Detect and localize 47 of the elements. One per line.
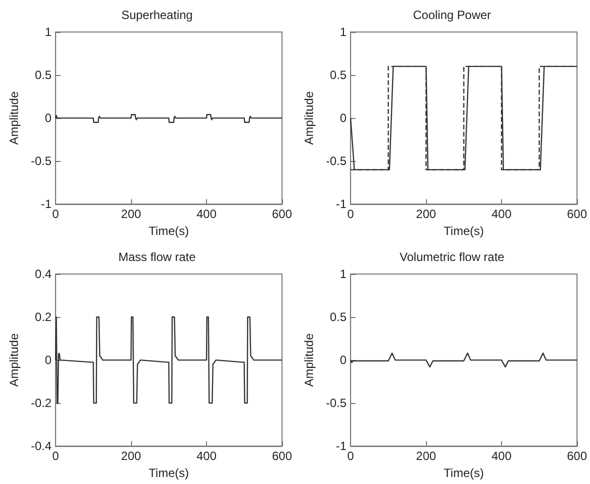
x-tick-label: 400 [196,207,217,222]
y-tick-label: -0.5 [326,154,347,168]
y-tick-label: 1 [340,25,347,39]
y-axis-title: Amplitude [7,91,21,145]
y-tick-label: -0.5 [326,396,347,410]
y-tick-label: 1 [340,267,347,281]
y-tick-label: -1 [336,439,347,454]
y-axis-title: Amplitude [302,333,316,387]
chart-title: Volumetric flow rate [400,250,505,264]
x-tick-label: 200 [416,207,436,222]
x-tick-label: 400 [492,207,512,222]
y-tick-label: 0.4 [34,267,52,281]
y-tick-label: 0.2 [34,310,52,324]
y-tick-label: 0.5 [330,310,347,324]
chart-title: Cooling Power [412,8,492,22]
x-tick-label: 200 [121,449,142,464]
y-tick-label: -1 [40,197,52,212]
x-tick-label: 200 [416,449,436,464]
x-tick-label: 600 [566,449,588,464]
x-axis-title: Time(s) [148,466,189,480]
line-series [54,316,283,404]
y-axis-title: Amplitude [302,91,316,145]
chart-title: Mass flow rate [118,250,196,264]
x-tick-label: 400 [196,449,217,464]
line-series [54,114,283,123]
x-axis-title: Time(s) [444,224,484,238]
x-tick-label: 600 [566,207,588,222]
y-tick-label: 0 [44,111,52,126]
y-axis-title: Amplitude [7,333,21,387]
y-tick-label: -0.2 [30,396,52,410]
chart-title: Superheating [121,8,193,22]
y-tick-label: 0 [340,353,347,368]
y-tick-label: 0 [340,111,347,126]
y-tick-label: -0.5 [30,154,52,168]
y-tick-label: 0.5 [330,68,347,82]
y-tick-label: 0.5 [34,68,52,82]
y-tick-label: 1 [44,25,52,39]
line-series [350,352,578,368]
x-tick-label: 600 [272,207,292,222]
y-tick-label: 0 [44,353,52,368]
x-tick-label: 600 [272,449,292,464]
y-tick-label: -1 [336,197,347,212]
x-tick-label: 400 [492,449,512,464]
x-axis-title: Time(s) [444,466,484,480]
y-tick-label: -0.4 [30,439,52,454]
x-axis-title: Time(s) [148,224,189,238]
x-tick-label: 200 [121,207,142,222]
